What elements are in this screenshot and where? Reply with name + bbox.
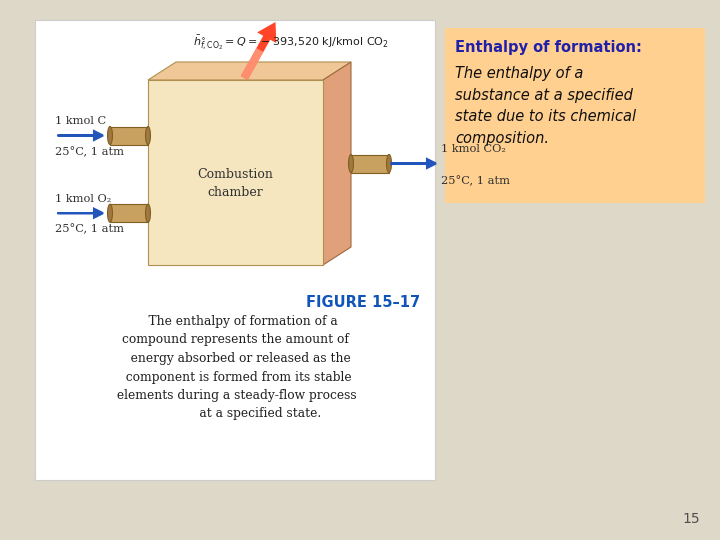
Text: 25°C, 1 atm: 25°C, 1 atm (55, 224, 124, 234)
Text: FIGURE 15–17: FIGURE 15–17 (306, 295, 420, 310)
Ellipse shape (145, 204, 150, 222)
Bar (110, 204, 148, 222)
Bar (351, 154, 389, 172)
Text: 25°C, 1 atm: 25°C, 1 atm (441, 175, 510, 186)
Text: 1 kmol C: 1 kmol C (55, 117, 106, 126)
Ellipse shape (107, 204, 112, 222)
FancyArrow shape (58, 208, 103, 218)
Ellipse shape (387, 154, 392, 172)
Text: 1 kmol CO₂: 1 kmol CO₂ (441, 144, 506, 153)
FancyArrow shape (240, 48, 264, 80)
Text: Combustion
chamber: Combustion chamber (197, 168, 274, 199)
Text: The enthalpy of formation of a
compound represents the amount of
   energy absor: The enthalpy of formation of a compound … (113, 315, 357, 421)
Text: 1 kmol O₂: 1 kmol O₂ (55, 194, 112, 204)
Bar (445, 28, 705, 203)
FancyArrow shape (391, 159, 436, 168)
Text: The enthalpy of a
substance at a specified
state due to its chemical
composition: The enthalpy of a substance at a specifi… (455, 66, 636, 146)
Ellipse shape (145, 126, 150, 145)
Ellipse shape (107, 126, 112, 145)
Text: 25°C, 1 atm: 25°C, 1 atm (55, 146, 124, 157)
Text: 15: 15 (683, 512, 700, 526)
Ellipse shape (348, 154, 354, 172)
FancyArrow shape (240, 22, 276, 80)
Bar (148, 80, 323, 265)
Bar (110, 126, 148, 145)
Polygon shape (323, 62, 351, 265)
Text: $\bar{h}^{\circ}_{f,\mathrm{CO_2}} = Q = -393{,}520 \ \mathrm{kJ/kmol \ CO_2}$: $\bar{h}^{\circ}_{f,\mathrm{CO_2}} = Q =… (193, 33, 389, 52)
Polygon shape (148, 62, 351, 80)
Bar (35, 20, 435, 480)
Text: Enthalpy of formation:: Enthalpy of formation: (455, 40, 642, 55)
FancyArrow shape (58, 131, 103, 140)
